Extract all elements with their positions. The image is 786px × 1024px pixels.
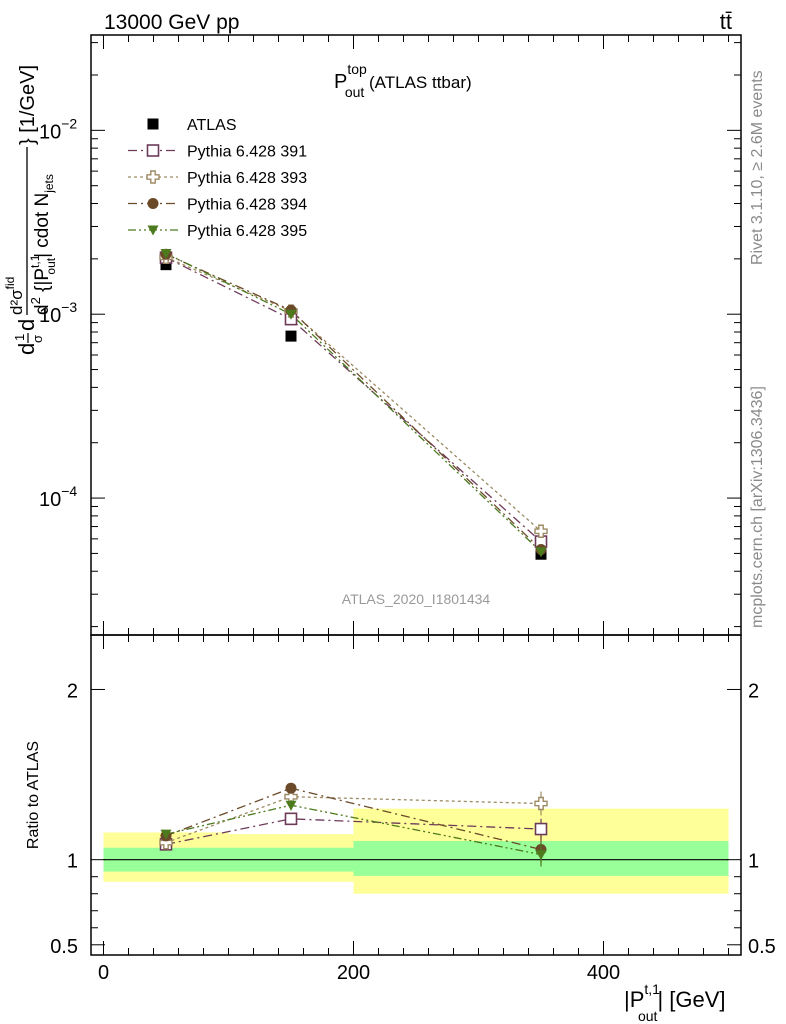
ratio-plot-frame bbox=[90, 634, 742, 956]
plot-title-suffix: (ATLAS ttbar) bbox=[364, 73, 471, 92]
ylabel-den-p-sub: out bbox=[44, 257, 58, 274]
main-y-tick-exp: −3 bbox=[61, 299, 77, 315]
main-y-axis-label: d 1 σ d d²σfid d2 {|Pt,1 out| cdot Njets … bbox=[3, 65, 58, 355]
x-axis-label: |Pt,1 out| [GeV] bbox=[624, 981, 726, 1024]
process-label: tt̄ bbox=[720, 9, 732, 34]
ratio-uncertainty-bands bbox=[103, 808, 729, 894]
ratio-y-tick-label-right-1: 1 bbox=[748, 851, 759, 873]
main-plot-marks bbox=[159, 248, 548, 560]
xlabel-tail: | [GeV] bbox=[657, 987, 725, 1012]
ratio-point-0-1 bbox=[284, 812, 298, 826]
main-series-line-3 bbox=[165, 253, 542, 550]
ratio-y-tick-label-right-2: 2 bbox=[748, 680, 759, 702]
ylabel-fraction-num: 1 bbox=[12, 334, 27, 341]
main-y-tick-label-2: 10−4 bbox=[39, 483, 77, 511]
ylabel-den-tail: | cdot N bbox=[32, 193, 53, 258]
ylabel-den-tail-sub: jets bbox=[42, 174, 56, 194]
rivet-version-label: Rivet 3.1.10, ≥ 2.6M events bbox=[749, 70, 766, 265]
legend-marker-2 bbox=[146, 170, 160, 184]
plot-title-sub: out bbox=[345, 84, 365, 100]
ylabel-den-p-sup: t,1 bbox=[28, 254, 42, 268]
legend-item-2: Pythia 6.428 393 bbox=[128, 170, 307, 187]
ylabel-num-sup: fid bbox=[3, 277, 17, 290]
main-point-0-1 bbox=[285, 330, 297, 342]
main-y-tick-base: 10 bbox=[39, 305, 61, 327]
x-tick-label-1: 200 bbox=[337, 962, 370, 984]
xlabel-lead: |P bbox=[624, 987, 644, 1012]
ylabel-front: d bbox=[14, 343, 39, 355]
ylabel-close: } [1/GeV] bbox=[17, 65, 39, 145]
legend-label-3: Pythia 6.428 394 bbox=[187, 197, 307, 214]
main-point-2-2 bbox=[534, 524, 548, 538]
ylabel-bracket-den: d2 {|Pt,1 out| cdot Njets bbox=[28, 174, 58, 315]
main-point-4-1 bbox=[285, 309, 297, 320]
legend-item-1: Pythia 6.428 391 bbox=[128, 144, 307, 161]
main-y-tick-label-1: 10−3 bbox=[39, 299, 77, 327]
legend-label-2: Pythia 6.428 393 bbox=[187, 170, 307, 187]
ratio-point-3-0 bbox=[160, 829, 172, 840]
ratio-y-tick-label-left-2: 2 bbox=[67, 680, 78, 702]
energy-label: 13000 GeV pp bbox=[104, 11, 239, 34]
ylabel-fraction-den: σ bbox=[30, 335, 45, 343]
ratio-point-1-2 bbox=[534, 796, 548, 811]
analysis-watermark: ATLAS_2020_I1801434 bbox=[342, 591, 491, 607]
ratio-point-0-2 bbox=[534, 822, 548, 836]
plot-title: Ptop out (ATLAS ttbar) bbox=[334, 61, 472, 100]
main-panel: 10−210−310−4 Ptop out (ATLAS ttbar) ATLAS… bbox=[3, 34, 742, 636]
legend-item-0: ATLAS bbox=[147, 117, 237, 134]
main-y-tick-exp: −4 bbox=[61, 483, 77, 499]
ratio-panel: 0.5 0.5 1 1 2 2 0 200 400 Ratio to ATLAS |Pt,1 ou… bbox=[25, 634, 776, 1024]
ratio-y-tick-label-left-1: 1 bbox=[67, 851, 78, 873]
legend-label-4: Pythia 6.428 395 bbox=[187, 223, 307, 240]
mcplots-reference-label: mcplots.cern.ch [arXiv:1306.3436] bbox=[749, 386, 766, 628]
legend-marker-4 bbox=[147, 225, 159, 236]
x-tick-label-2: 400 bbox=[587, 962, 620, 984]
legend-item-4: Pythia 6.428 395 bbox=[128, 223, 307, 240]
plot-title-sup: top bbox=[347, 61, 367, 77]
main-x-ticks bbox=[103, 35, 729, 635]
ylabel-d2: d bbox=[14, 319, 39, 331]
main-y-tick-exp: −2 bbox=[61, 115, 77, 131]
ylabel-den-p: {|P bbox=[32, 268, 53, 297]
ylabel-den-lead: d bbox=[32, 304, 53, 315]
main-y-axis: 10−210−310−4 bbox=[39, 42, 741, 628]
main-point-4-0 bbox=[160, 248, 172, 259]
main-y-tick-label-0: 10−2 bbox=[39, 115, 77, 143]
x-tick-label-0: 0 bbox=[98, 962, 109, 984]
legend-marker-1 bbox=[146, 144, 160, 157]
legend-label-0: ATLAS bbox=[187, 117, 237, 134]
main-y-tick-base: 10 bbox=[39, 121, 61, 143]
ratio-y-tick-label-left-0: 0.5 bbox=[50, 936, 78, 958]
plot-title-main: P bbox=[334, 71, 347, 93]
ratio-point-3-1 bbox=[285, 800, 297, 811]
ylabel-d1: d bbox=[14, 343, 39, 355]
main-point-0-0 bbox=[160, 259, 172, 271]
ylabel-den-sup: 2 bbox=[28, 297, 43, 304]
ratio-axes: 0.5 0.5 1 1 2 2 0 200 400 bbox=[50, 635, 776, 984]
ratio-point-2-1 bbox=[285, 782, 297, 794]
legend-marker-3 bbox=[147, 198, 159, 209]
ratio-point-3-2 bbox=[535, 850, 547, 861]
ratio-plot-marks bbox=[159, 782, 548, 867]
ylabel-num-main: d²σ bbox=[7, 289, 26, 315]
ratio-y-tick-label-right-0: 0.5 bbox=[748, 936, 776, 958]
legend-item-3: Pythia 6.428 394 bbox=[128, 197, 307, 214]
main-y-tick-base: 10 bbox=[39, 489, 61, 511]
legend-label-1: Pythia 6.428 391 bbox=[187, 144, 307, 161]
main-series-line-4 bbox=[165, 252, 542, 553]
main-series-line-2 bbox=[165, 256, 542, 532]
legend-marker-0 bbox=[147, 118, 159, 130]
ylabel-bracket-num: d²σfid bbox=[3, 277, 26, 315]
legend: ATLAS Pythia 6.428 391 Pythia 6.428 393 Pyt… bbox=[128, 117, 307, 240]
xlabel-sub: out bbox=[638, 1008, 658, 1024]
main-point-4-2 bbox=[535, 547, 547, 558]
ratio-y-axis-label: Ratio to ATLAS bbox=[25, 741, 42, 849]
xlabel-sup: t,1 bbox=[644, 981, 660, 997]
